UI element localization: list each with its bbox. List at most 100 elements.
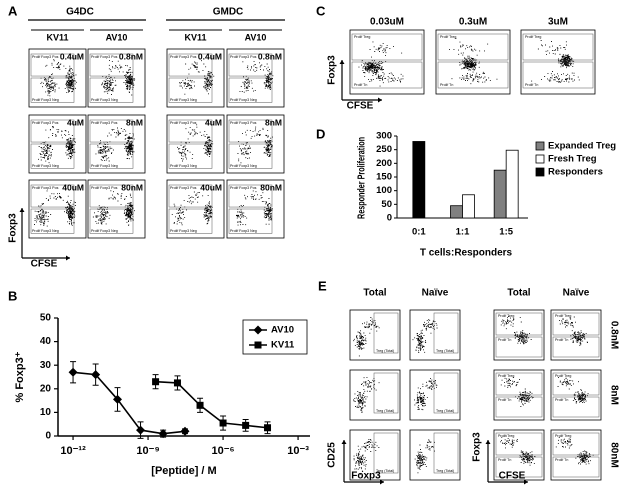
gate (168, 77, 213, 103)
bar (412, 141, 426, 219)
gate (552, 432, 600, 456)
cell-events (353, 377, 380, 413)
gate-label: Prolif Treg (498, 374, 514, 378)
gate (30, 184, 75, 208)
gate-label: Prolif Tn (498, 338, 511, 342)
gate-label: Treg (Total) (436, 349, 454, 353)
y-tick-label: 300 (376, 131, 392, 142)
x-tick-label: 10⁻⁶ (212, 445, 235, 457)
marker (68, 367, 78, 377)
plot-frame (87, 179, 146, 239)
gate-label: Prolif Foxp3 Neg (91, 98, 118, 102)
concentration: 0.8nM (119, 51, 143, 61)
gate-label: Treg (Total) (436, 469, 454, 473)
gate-label: Prolif Foxp3 Neg (32, 164, 59, 168)
gate-label: Prolif Foxp3 Pos (230, 55, 257, 59)
gate (552, 396, 600, 418)
gate-label: Prolif Treg (555, 314, 571, 318)
label: Naïve (422, 288, 449, 299)
gate (552, 312, 600, 336)
concentration: 0.4uM (60, 51, 84, 61)
gate-label: Prolif Foxp3 Pos (91, 55, 118, 59)
label: CFSE (31, 259, 58, 270)
gate-label: Prolif Foxp3 Pos (91, 121, 118, 125)
legend-label: KV11 (271, 340, 295, 351)
cell-events (92, 190, 135, 226)
x-axis-label: [Peptide] / M (151, 465, 216, 477)
y-tick-label: 0 (45, 431, 51, 442)
plot-frame (349, 309, 401, 361)
arrow-head (341, 440, 347, 444)
gate-label: Treg (Total) (376, 349, 394, 353)
concentration: 4uM (205, 117, 222, 127)
gate (89, 119, 134, 143)
gate-label: Prolif Foxp3 Neg (230, 98, 257, 102)
arrow-head (380, 479, 384, 485)
cell-events (239, 61, 274, 93)
plot-frame (28, 114, 87, 174)
label: G4DC (66, 7, 94, 18)
plot-frame (87, 48, 146, 108)
gate (433, 372, 459, 414)
legend-swatch (535, 141, 545, 151)
cell-events (412, 319, 438, 353)
y-tick-label: 40 (40, 336, 52, 347)
concentration: 4uM (67, 117, 84, 127)
x-tick-label: 10⁻⁹ (136, 445, 159, 457)
gate (437, 61, 509, 89)
concentration: 40uM (200, 182, 222, 192)
gate (89, 143, 134, 169)
gate-label: Prolif Foxp3 Neg (91, 164, 118, 168)
concentration: 8nM (265, 117, 282, 127)
gate-label: Prolif Tn (555, 458, 568, 462)
gate (228, 77, 273, 103)
gate (495, 396, 543, 418)
x-tick-label: 1:1 (456, 227, 470, 238)
panel-letter: B (8, 288, 17, 303)
legend-label: Fresh Treg (548, 154, 597, 165)
plot-frame (226, 48, 285, 108)
gate (30, 53, 75, 77)
arrow-head (485, 440, 491, 444)
bar (450, 205, 463, 219)
cell-events (414, 378, 438, 411)
gate (495, 432, 543, 456)
gate-label: Prolif Foxp3 Neg (170, 164, 197, 168)
gate-label: Prolif Tn (498, 458, 511, 462)
gate (495, 456, 543, 478)
plot-frame (226, 114, 285, 174)
x-tick-label: 10⁻³ (287, 445, 309, 457)
marker (219, 419, 227, 427)
gate-label: Prolif Tn (555, 338, 568, 342)
concentration: 40uM (62, 182, 84, 192)
marker (196, 401, 204, 409)
plot-frame (349, 369, 401, 421)
cell-events (177, 124, 214, 162)
gate (373, 432, 399, 474)
gate (373, 312, 399, 354)
cell-events (557, 377, 589, 404)
plot-frame (349, 29, 425, 95)
gate (89, 184, 134, 208)
cell-events (358, 41, 404, 87)
gate (228, 53, 273, 77)
gate (495, 312, 543, 336)
gate (351, 33, 423, 61)
plot-frame (550, 309, 602, 361)
arrow-head (66, 255, 70, 261)
label: Total (363, 288, 386, 299)
concentration: 80nM (121, 182, 143, 192)
gate (433, 312, 459, 354)
marker (113, 394, 123, 404)
arrow-head (524, 479, 528, 485)
cell-events (353, 438, 380, 476)
plot-frame (28, 48, 87, 108)
gate-label: Prolif Tn (440, 83, 453, 87)
cell-events (95, 127, 135, 162)
cell-events (555, 436, 594, 465)
marker (158, 429, 168, 439)
label: 0.3uM (459, 17, 487, 28)
concentration: 0.4uM (198, 51, 222, 61)
arrow-head (339, 60, 345, 64)
label: KV11 (46, 32, 68, 42)
